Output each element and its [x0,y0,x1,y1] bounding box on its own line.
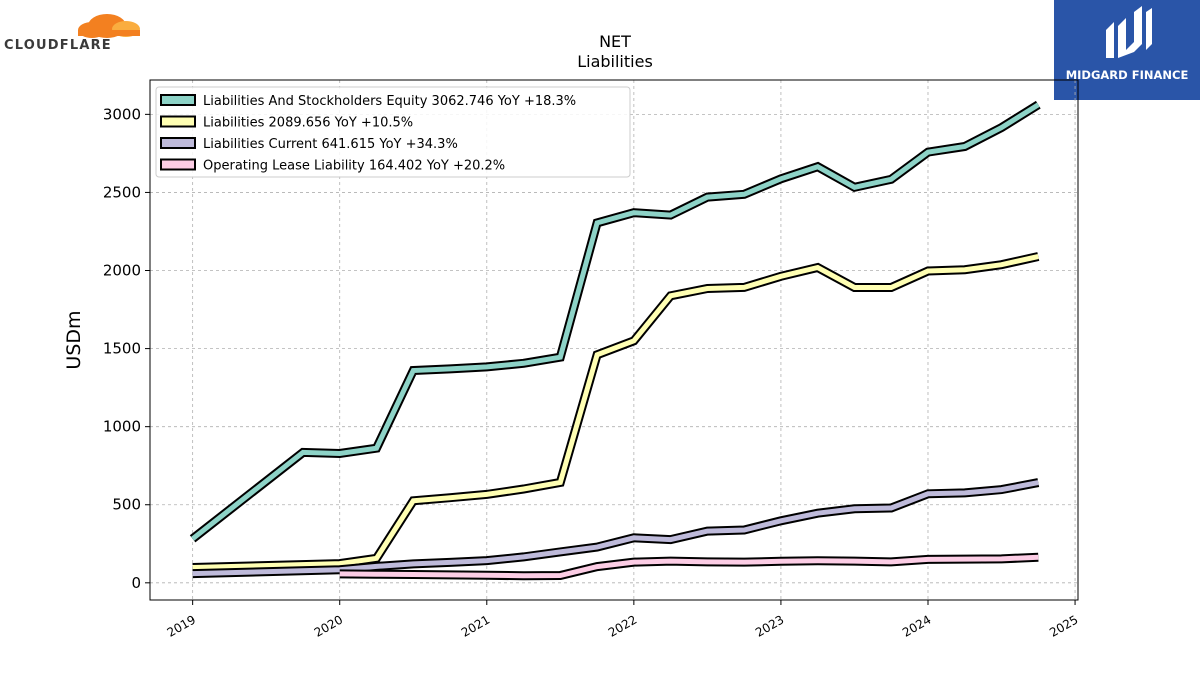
series-line [192,254,1039,570]
series-2-group [192,478,1040,579]
x-tick-label: 2024 [900,612,933,639]
series-3-group [339,552,1039,581]
series-line [191,102,1040,541]
x-tick-label: 2021 [459,612,492,639]
chart-subtitle: Liabilities [577,52,653,71]
y-tick-label: 500 [112,496,141,514]
y-tick-label: 1500 [103,340,141,358]
midgard-monogram-icon [1106,6,1152,58]
series-line-outline [192,252,1040,572]
series-line [339,554,1039,579]
series-0-group [189,100,1041,543]
legend-swatch [160,115,196,128]
x-tick-label: 2020 [312,612,345,639]
x-tick-label: 2019 [165,612,198,639]
cloudflare-logo: CLOUDFLARE [4,4,144,54]
midgard-wordmark: MIDGARD FINANCE [1065,68,1189,82]
legend-label: Operating Lease Liability 164.402 YoY +2… [203,159,505,174]
x-tick-label: 2025 [1047,612,1080,639]
chart-title: NET [599,32,631,51]
legend-label: Liabilities 2089.656 YoY +10.5% [203,116,413,131]
y-tick-label: 3000 [103,105,141,123]
y-axis-label: USDm [63,310,85,369]
plot-frame [149,79,1079,601]
legend: Liabilities And Stockholders Equity 3062… [155,86,631,178]
y-tick-label: 1000 [103,418,141,436]
legend-swatch [160,137,196,149]
y-tick-label: 2000 [103,262,141,280]
y-tick-label: 2500 [103,183,141,201]
series-line [192,480,1039,577]
series-1-group [192,252,1040,572]
x-tick-label: 2023 [753,612,786,639]
legend-box [155,86,631,178]
y-tick-label: 0 [131,574,141,592]
legend-label: Liabilities And Stockholders Equity 3062… [203,94,576,109]
x-tick-label: 2022 [606,612,639,639]
cloudflare-wordmark: CLOUDFLARE [4,38,112,53]
legend-swatch [160,94,196,106]
cloud-icon [78,14,140,38]
legend-label: Liabilities Current 641.615 YoY +34.3% [203,137,458,152]
legend-swatch [160,158,196,171]
